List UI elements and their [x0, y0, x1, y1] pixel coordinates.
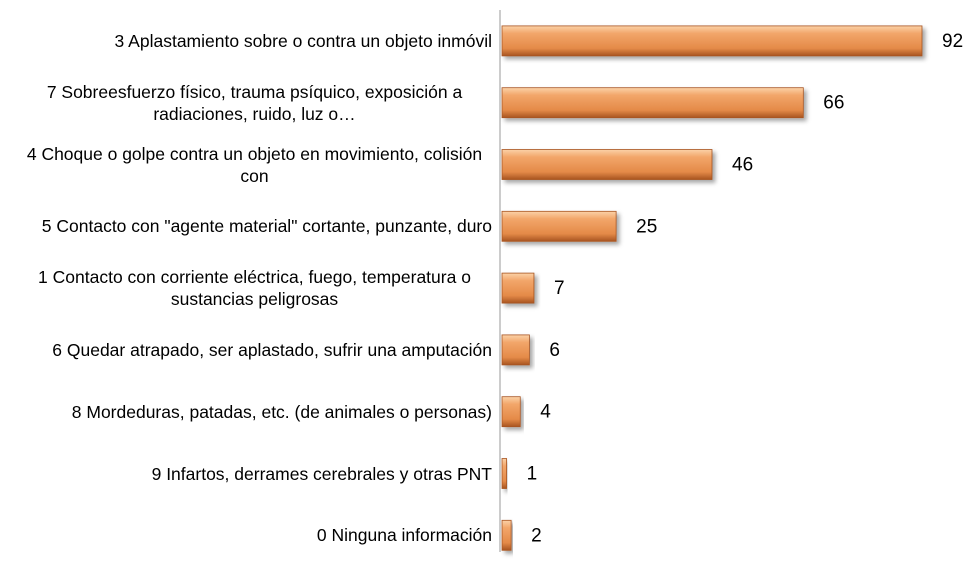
bar: [501, 87, 804, 119]
value-label: 2: [531, 525, 542, 546]
category-label: 9 Infartos, derrames cerebrales y otras …: [0, 446, 492, 502]
value-label: 92: [942, 31, 963, 52]
category-text: 3 Aplastamiento sobre o contra un objeto…: [114, 30, 492, 51]
category-text: 4 Choque o golpe contra un objeto en mov…: [26, 143, 483, 186]
value-label: 46: [732, 155, 753, 176]
bar: [501, 519, 512, 551]
category-label: 7 Sobreesfuerzo físico, trauma psíquico,…: [0, 75, 492, 131]
category-text: 8 Mordeduras, patadas, etc. (de animales…: [71, 401, 492, 422]
category-text: 9 Infartos, derrames cerebrales y otras …: [151, 463, 492, 484]
bar: [501, 334, 530, 366]
value-label: 7: [554, 278, 565, 299]
category-text: 1 Contacto con corriente eléctrica, fueg…: [38, 267, 471, 310]
bar: [501, 210, 617, 242]
bar: [501, 149, 713, 180]
value-label: 1: [527, 464, 538, 485]
category-label: 4 Choque o golpe contra un objeto en mov…: [0, 137, 492, 193]
category-text: 0 Ninguna información: [316, 525, 492, 546]
bar: [501, 458, 507, 489]
bar: [501, 396, 521, 428]
value-label: 4: [540, 402, 551, 423]
category-text: 7 Sobreesfuerzo físico, trauma psíquico,…: [46, 81, 463, 124]
category-label: 1 Contacto con corriente eléctrica, fueg…: [0, 260, 492, 316]
category-label: 3 Aplastamiento sobre o contra un objeto…: [0, 13, 492, 69]
category-label: 0 Ninguna información: [0, 507, 492, 561]
category-label: 6 Quedar atrapado, ser aplastado, sufrir…: [0, 322, 492, 378]
category-text: 6 Quedar atrapado, ser aplastado, sufrir…: [52, 339, 492, 360]
value-label: 25: [636, 216, 657, 237]
category-text: 5 Contacto con "agente material" cortant…: [41, 216, 492, 237]
bar: [501, 272, 535, 304]
category-label: 8 Mordeduras, patadas, etc. (de animales…: [0, 384, 492, 440]
value-label: 66: [823, 93, 844, 114]
bar: [501, 25, 923, 57]
category-label: 5 Contacto con "agente material" cortant…: [0, 198, 492, 254]
value-label: 6: [549, 340, 560, 361]
